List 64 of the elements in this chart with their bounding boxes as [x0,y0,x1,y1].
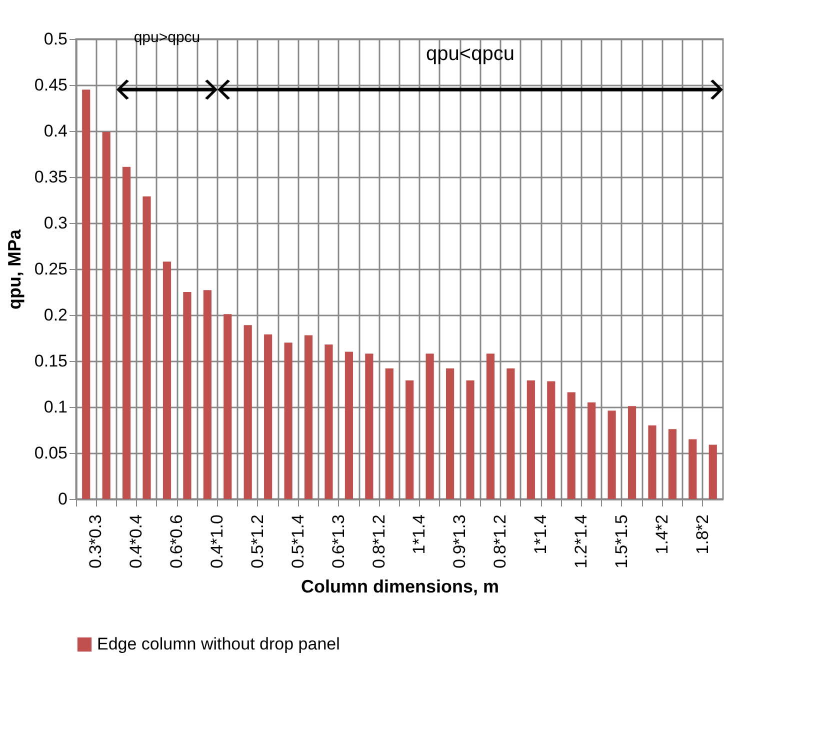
annotation: qpu>qpcu [134,29,200,46]
x-tick-label: 0.8*1.2 [490,514,510,568]
bar [466,380,474,499]
x-tick-label: 1*1.4 [410,514,429,554]
bar [588,402,596,499]
bar [426,354,434,499]
bar [304,335,313,499]
y-axis-title: qpu, MPa [4,228,24,310]
y-tick-label: 0.35 [34,168,68,186]
bar [203,290,212,499]
bar [365,354,374,499]
x-tick-label: 0.3*0.3 [86,514,106,568]
x-tick-label: 0.5*1.2 [248,514,267,568]
bar [446,368,454,499]
bar [102,132,110,499]
y-tick-label: 0.15 [34,352,68,370]
bar [224,314,232,499]
bar [567,392,576,499]
y-tick-label: 0.4 [44,122,68,140]
y-tick-label: 0 [58,490,68,508]
x-tick-label: 0.9*1.3 [450,514,470,568]
bar [547,381,556,499]
x-tick-label: 0.6*1.3 [328,514,348,568]
x-tick-label: 1.4*2 [652,514,672,554]
x-axis-title: Column dimensions, m [300,576,500,596]
x-tick-label: 1.8*2 [692,514,712,554]
y-tick-label: 0.1 [44,398,68,416]
bar [284,342,292,499]
bar [244,325,252,499]
annotation: qpu<qpcu [426,43,514,66]
bar [628,406,636,499]
x-tick-label: 0.5*1.4 [288,514,308,568]
bar [82,90,90,499]
y-tick-label: 0.45 [34,76,68,94]
bar [162,262,172,499]
bar [506,368,515,499]
bar [324,344,333,499]
y-tick-label: 0.3 [44,214,68,232]
y-tick-label: 0.5 [44,30,68,48]
bar [183,292,192,499]
x-tick-label: 1.2*1.4 [571,514,590,568]
x-tick-label: 1.5*1.5 [612,514,631,568]
x-tick-label: 0.4*0.4 [126,514,146,568]
bar [608,410,616,499]
bar [142,196,151,499]
bar [648,425,656,499]
bar [688,439,697,499]
bar [708,444,717,499]
x-tick-label: 0.6*0.6 [167,514,186,568]
y-tick-label: 0.05 [34,444,68,462]
bar [122,166,131,499]
x-tick-label: 0.8*1.2 [369,514,388,568]
bar [668,429,676,499]
x-tick-label: 0.4*1.0 [208,514,227,568]
bar [264,334,272,499]
y-tick-label: 0.25 [34,260,68,278]
bar [526,380,535,499]
legend-label: Edge column without drop panel [97,634,340,654]
bar [406,380,414,499]
y-tick-label: 0.2 [44,306,68,324]
bar [385,368,394,499]
x-tick-label: 1*1.4 [531,514,550,554]
bar [486,354,495,499]
bar [344,352,353,499]
